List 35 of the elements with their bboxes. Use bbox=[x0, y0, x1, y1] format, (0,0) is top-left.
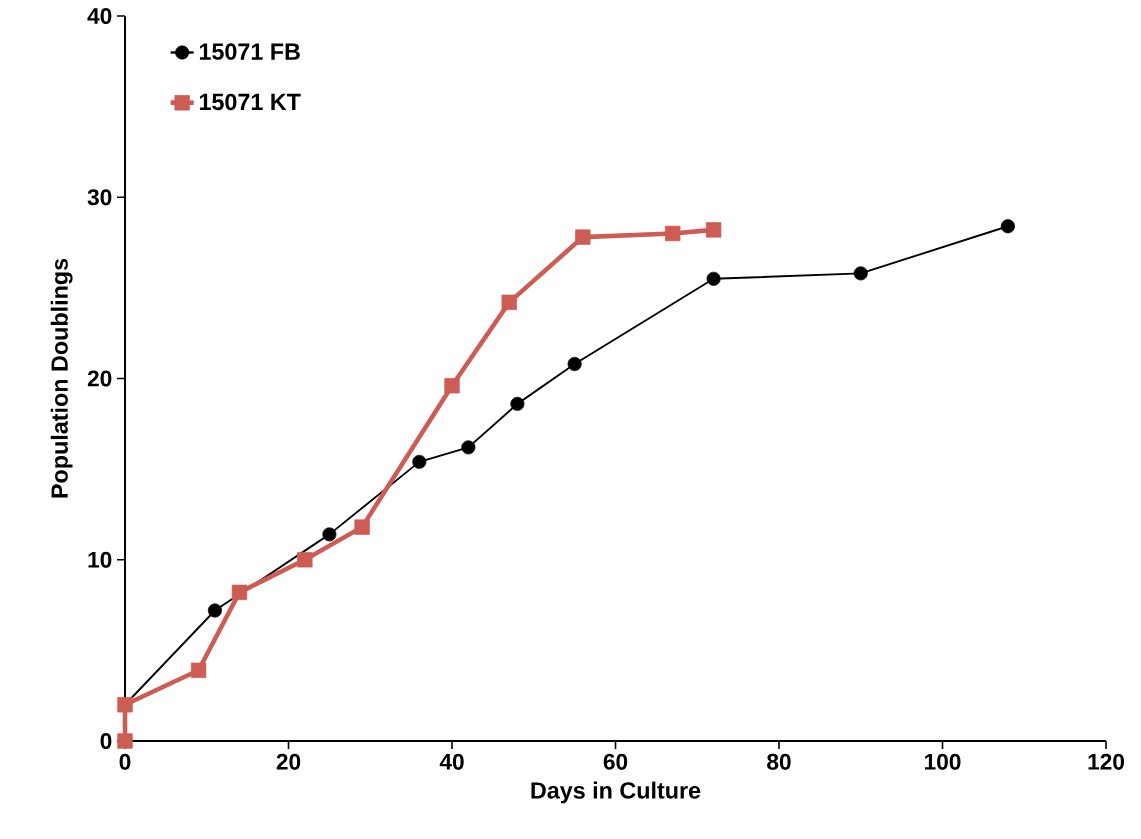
point bbox=[567, 356, 582, 371]
x-axis-title: Days in Culture bbox=[531, 781, 701, 804]
point bbox=[501, 294, 517, 311]
y-tick-label: 0 bbox=[100, 732, 112, 750]
point bbox=[665, 225, 681, 242]
y-tick-label: 40 bbox=[87, 7, 112, 25]
x-tick-label: 40 bbox=[439, 753, 464, 770]
point bbox=[207, 603, 222, 618]
x-tick-label: 0 bbox=[119, 753, 131, 770]
x-tick-label: 80 bbox=[767, 753, 791, 770]
y-tick-label: 30 bbox=[87, 189, 112, 206]
y-tick-label: 10 bbox=[88, 551, 112, 568]
legend-label: 15071 KT bbox=[199, 93, 301, 111]
point bbox=[444, 378, 460, 394]
point bbox=[705, 222, 722, 238]
y-tick-label: 20 bbox=[87, 370, 112, 387]
x-tick-label: 100 bbox=[925, 753, 961, 770]
point bbox=[190, 662, 207, 678]
point bbox=[706, 271, 721, 286]
point bbox=[853, 266, 868, 281]
legend-label: 15071 FB bbox=[199, 43, 300, 60]
x-tick-label: 60 bbox=[603, 753, 628, 770]
point bbox=[510, 396, 525, 411]
point bbox=[322, 527, 337, 542]
x-tick-label: 20 bbox=[276, 753, 301, 770]
point bbox=[117, 733, 133, 749]
point bbox=[461, 440, 476, 455]
point bbox=[1000, 219, 1015, 234]
x-tick-label: 120 bbox=[1088, 753, 1124, 770]
point bbox=[354, 519, 370, 535]
point bbox=[575, 229, 591, 245]
point bbox=[412, 454, 427, 469]
point bbox=[297, 552, 313, 568]
point bbox=[231, 584, 248, 601]
y-axis-title: Population Doublings bbox=[50, 258, 73, 498]
